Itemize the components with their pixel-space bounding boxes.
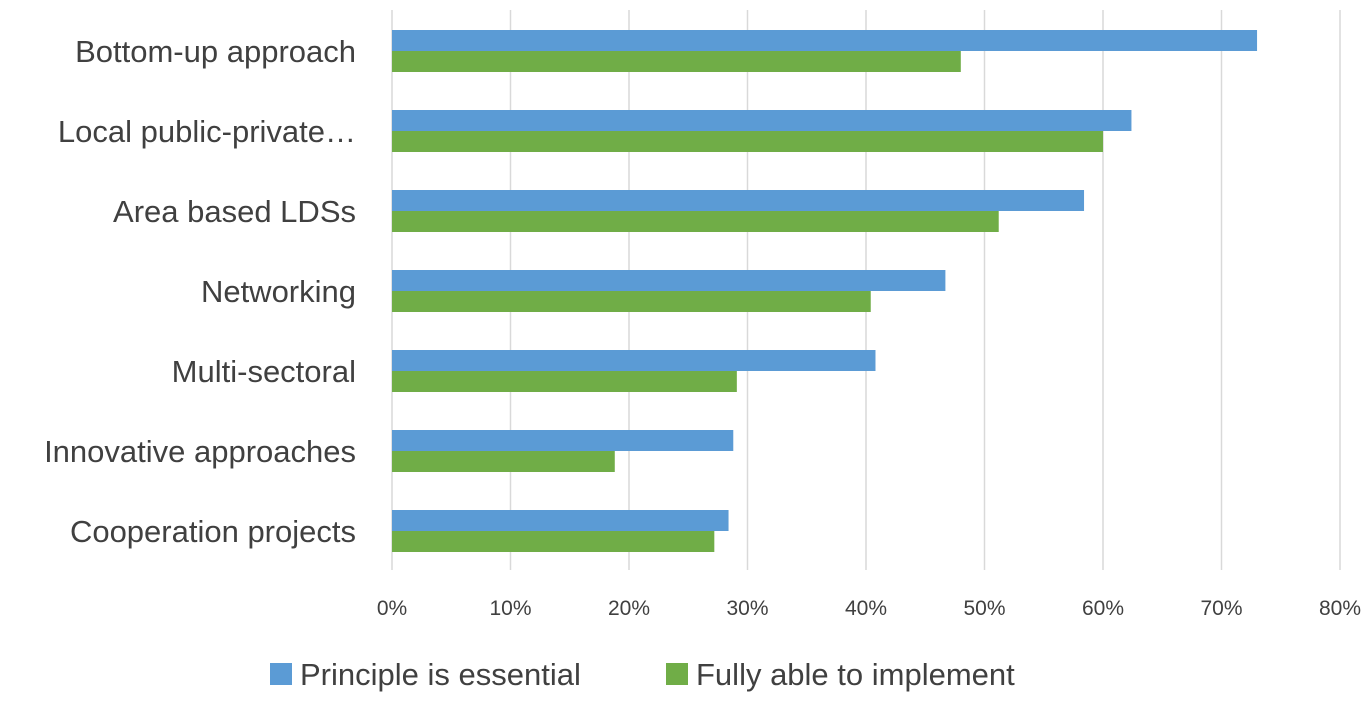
x-tick-labels: 0% 10% 20% 30% 40% 50% 60% 70% 80% [377, 597, 1361, 620]
legend-label: Principle is essential [300, 657, 581, 692]
bar-principle-essential-3 [392, 270, 946, 291]
x-tick-label: 0% [377, 597, 407, 620]
bar-principle-essential-0 [392, 30, 1258, 51]
bar-fully-able-5 [392, 451, 615, 472]
bar-principle-essential-1 [392, 110, 1132, 131]
bar-principle-essential-6 [392, 510, 729, 531]
x-tick-label: 70% [1200, 597, 1242, 620]
bar-principle-essential-5 [392, 430, 734, 451]
category-labels: Bottom-up approach Local public-private… A… [44, 34, 356, 549]
bars [392, 30, 1258, 552]
x-tick-label: 30% [726, 597, 768, 620]
bar-principle-essential-2 [392, 190, 1085, 211]
x-tick-label: 60% [1082, 597, 1124, 620]
category-label: Bottom-up approach [75, 34, 356, 69]
x-tick-label: 10% [489, 597, 531, 620]
category-label: Multi-sectoral [172, 354, 356, 389]
x-tick-label: 40% [845, 597, 887, 620]
legend: Principle is essential Fully able to impl… [270, 657, 1015, 692]
legend-label: Fully able to implement [696, 657, 1015, 692]
category-label: Innovative approaches [44, 434, 356, 469]
category-label: Cooperation projects [70, 514, 356, 549]
bar-fully-able-4 [392, 371, 737, 392]
x-tick-label: 80% [1319, 597, 1361, 620]
bar-fully-able-6 [392, 531, 715, 552]
category-label: Local public-private… [58, 114, 356, 149]
bar-principle-essential-4 [392, 350, 876, 371]
bar-fully-able-1 [392, 131, 1103, 152]
category-label: Networking [201, 274, 356, 309]
legend-swatch [270, 663, 292, 685]
bar-fully-able-2 [392, 211, 999, 232]
x-tick-label: 50% [963, 597, 1005, 620]
legend-swatch [666, 663, 688, 685]
bar-fully-able-0 [392, 51, 961, 72]
bar-fully-able-3 [392, 291, 871, 312]
category-label: Area based LDSs [113, 194, 356, 229]
x-tick-label: 20% [608, 597, 650, 620]
